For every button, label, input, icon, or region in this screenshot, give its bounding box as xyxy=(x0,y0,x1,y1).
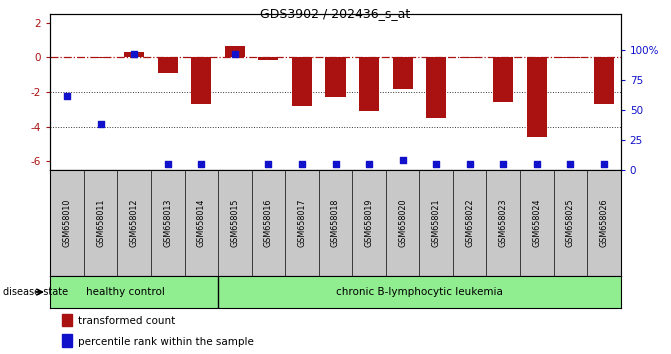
Text: GSM658020: GSM658020 xyxy=(398,199,407,247)
Bar xyxy=(258,57,278,60)
Point xyxy=(531,161,542,167)
Point xyxy=(464,161,475,167)
Bar xyxy=(62,314,72,326)
Text: GSM658026: GSM658026 xyxy=(599,199,609,247)
Bar xyxy=(124,52,144,57)
Bar xyxy=(594,57,614,104)
Text: GSM658016: GSM658016 xyxy=(264,199,273,247)
Point xyxy=(431,161,442,167)
Point xyxy=(330,161,341,167)
Text: GSM658014: GSM658014 xyxy=(197,199,206,247)
Text: GSM658025: GSM658025 xyxy=(566,199,575,247)
Text: GSM658021: GSM658021 xyxy=(431,199,441,247)
Text: GDS3902 / 202436_s_at: GDS3902 / 202436_s_at xyxy=(260,7,411,20)
Text: GSM658018: GSM658018 xyxy=(331,199,340,247)
Bar xyxy=(460,57,480,58)
Point xyxy=(162,161,173,167)
Text: GSM658017: GSM658017 xyxy=(297,199,307,247)
Point xyxy=(498,161,509,167)
Bar xyxy=(62,334,72,347)
Point xyxy=(62,93,72,98)
Text: GSM658013: GSM658013 xyxy=(163,199,172,247)
Point xyxy=(95,121,106,127)
Bar xyxy=(527,57,547,137)
Text: transformed count: transformed count xyxy=(78,316,175,326)
Text: GSM658010: GSM658010 xyxy=(62,199,72,247)
Text: percentile rank within the sample: percentile rank within the sample xyxy=(78,337,254,347)
Text: healthy control: healthy control xyxy=(87,287,165,297)
Bar xyxy=(359,57,379,111)
Bar xyxy=(191,57,211,104)
Text: disease state: disease state xyxy=(3,287,68,297)
Bar xyxy=(91,57,111,58)
Bar xyxy=(158,57,178,73)
Text: GSM658012: GSM658012 xyxy=(130,199,139,247)
Point xyxy=(364,161,374,167)
Text: GSM658019: GSM658019 xyxy=(364,199,374,247)
Text: GSM658022: GSM658022 xyxy=(465,199,474,247)
Bar xyxy=(560,57,580,58)
Point xyxy=(229,51,240,57)
Bar xyxy=(426,57,446,118)
Point xyxy=(397,158,408,163)
Point xyxy=(263,161,274,167)
Point xyxy=(196,161,207,167)
Bar xyxy=(493,57,513,102)
Text: GSM658015: GSM658015 xyxy=(230,199,240,247)
Text: GSM658023: GSM658023 xyxy=(499,199,508,247)
Point xyxy=(297,161,307,167)
Text: GSM658024: GSM658024 xyxy=(532,199,541,247)
Point xyxy=(565,161,576,167)
Bar xyxy=(325,57,346,97)
Bar xyxy=(225,46,245,57)
Bar xyxy=(393,57,413,88)
Point xyxy=(599,161,609,167)
Text: GSM658011: GSM658011 xyxy=(96,199,105,247)
Bar xyxy=(292,57,312,106)
Text: chronic B-lymphocytic leukemia: chronic B-lymphocytic leukemia xyxy=(336,287,503,297)
Point xyxy=(129,51,140,57)
